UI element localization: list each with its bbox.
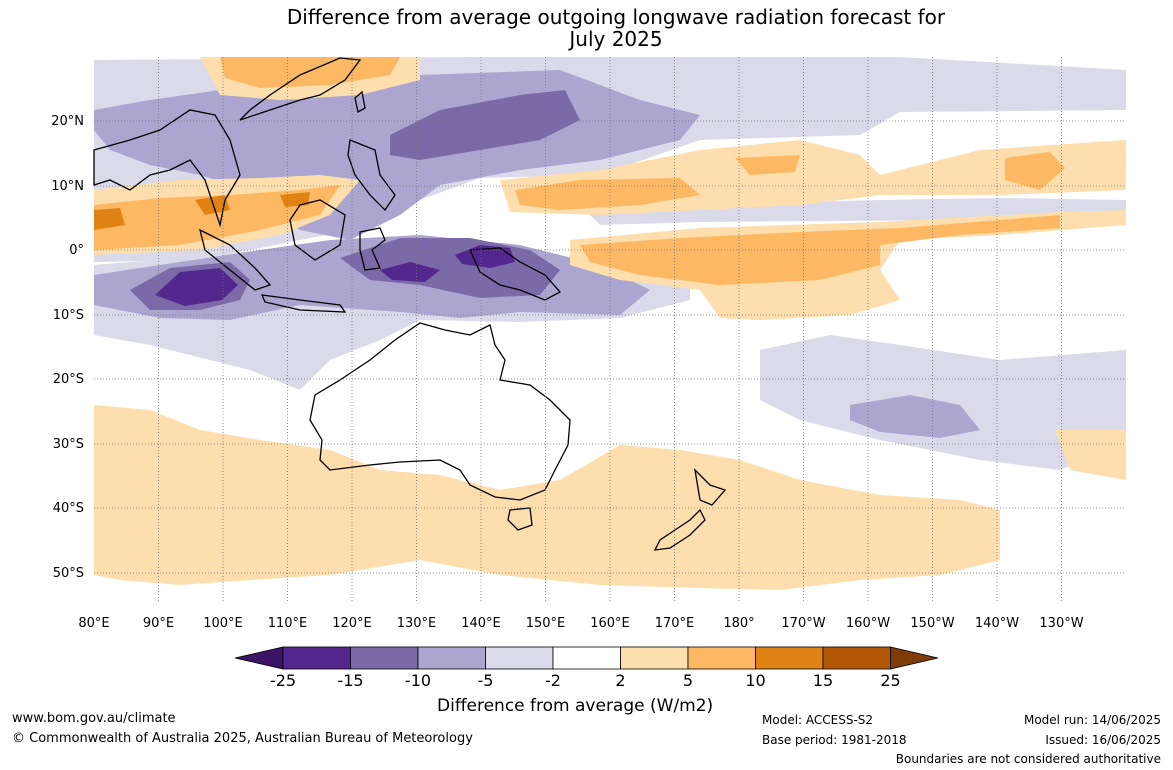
map-gridlines — [94, 57, 1126, 603]
lon-label: 160°E — [590, 616, 630, 631]
australia-coastline — [309, 322, 571, 501]
anomaly-region-orange-hawaii — [1005, 152, 1065, 190]
new-zealand-north-coastline — [694, 468, 727, 506]
longitude-labels: 80°E 90°E 100°E 110°E 120°E 130°E 140°E … — [78, 616, 1083, 631]
sumatra-coastline — [199, 228, 272, 291]
colorbar-tick-label: -15 — [337, 671, 364, 690]
lon-label: 140°E — [461, 616, 501, 631]
colorbar-tick-label: 15 — [812, 671, 834, 690]
anomaly-region-dark-orange-bay-of-bengal — [94, 208, 125, 230]
philippines-coastline — [347, 139, 396, 212]
lat-label: 30°S — [53, 437, 84, 452]
anomaly-region-deep-purple-banda — [380, 262, 440, 282]
lon-label: 110°E — [268, 616, 308, 631]
colorbar-tick-label: -25 — [269, 671, 297, 690]
colorbar-label: Difference from average (W/m2) — [437, 696, 714, 716]
footer-base-period: Base period: 1981-2018 — [762, 733, 907, 747]
colorbar-tick-label: -10 — [404, 671, 432, 690]
colorbar-tick-label: -2 — [545, 671, 561, 690]
colorbar-segment — [485, 646, 554, 670]
colorbar-segment — [620, 646, 689, 670]
lon-label: 120°E — [332, 616, 372, 631]
colorbar-segment — [687, 646, 756, 670]
footer-copyright: © Commonwealth of Australia 2025, Austra… — [12, 731, 473, 746]
lon-label: 150°W — [910, 616, 954, 631]
asia-mainland-coastline — [93, 109, 241, 228]
borneo-coastline — [289, 199, 346, 261]
footer-model-run: Model run: 14/06/2025 — [1023, 713, 1161, 727]
anomaly-region-light-orange-southeast — [1055, 430, 1126, 480]
colorbar-tick-label: 25 — [880, 671, 901, 690]
new-guinea-coastline — [469, 247, 562, 301]
lat-label: 20°N — [51, 114, 84, 129]
colorbar-tick-label: -5 — [477, 671, 494, 690]
java-coastline — [260, 294, 347, 313]
map-canvas: 20°N 10°N 0° 10°S 20°S 30°S 40°S 50°S 80… — [51, 57, 1126, 631]
footer-issued: Issued: 16/06/2025 — [1045, 733, 1161, 747]
taiwan-coastline — [354, 90, 366, 114]
anomaly-region-orange-north-central — [735, 155, 800, 175]
new-zealand-south-coastline — [653, 508, 706, 551]
anomaly-region-purple-southpac — [850, 395, 980, 438]
chart-title-line1: Difference from average outgoing longwav… — [286, 5, 946, 29]
footer-url-link[interactable]: www.bom.gov.au/climate — [12, 711, 176, 726]
coastlines — [93, 57, 727, 551]
indochina-coastline — [239, 57, 362, 121]
anomaly-region-orange-china — [220, 57, 400, 88]
colorbar-high-extend — [890, 646, 939, 670]
colorbar-low-extend — [234, 646, 284, 670]
lon-label: 90°E — [143, 616, 174, 631]
lon-label: 130°W — [1039, 616, 1083, 631]
anomaly-region-deep-purple-indian — [155, 268, 238, 306]
lon-label: 170°E — [655, 616, 695, 631]
footer-boundaries-note: Boundaries are not considered authoritat… — [895, 752, 1161, 766]
anomaly-region-dark-orange-andaman — [195, 195, 230, 215]
colorbar-segment — [350, 646, 419, 670]
colorbar-segment — [822, 646, 891, 670]
lat-label: 40°S — [53, 501, 84, 516]
lat-label: 10°S — [53, 308, 84, 323]
lon-label: 180° — [723, 616, 754, 631]
lon-label: 170°W — [781, 616, 825, 631]
lat-label: 0° — [69, 243, 84, 258]
anomaly-region-orange-north-pacific — [515, 178, 700, 210]
latitude-labels: 20°N 10°N 0° 10°S 20°S 30°S 40°S 50°S — [51, 114, 84, 581]
colorbar-segment — [755, 646, 824, 670]
colorbar-tick-label: 5 — [682, 671, 694, 690]
lat-label: 50°S — [53, 566, 84, 581]
colorbar-segment — [417, 646, 486, 670]
lon-label: 80°E — [78, 616, 109, 631]
colorbar — [234, 646, 939, 670]
lat-label: 10°N — [51, 179, 84, 194]
chart-title-line2: July 2025 — [569, 27, 663, 51]
colorbar-segment — [282, 646, 351, 670]
lon-label: 100°E — [203, 616, 243, 631]
lon-label: 140°W — [975, 616, 1019, 631]
colorbar-tick-label: 10 — [745, 671, 766, 690]
footer-model: Model: ACCESS-S2 — [762, 713, 874, 727]
lon-label: 160°W — [846, 616, 890, 631]
sulawesi-coastline — [359, 227, 386, 271]
anomaly-region-dark-purple-philippine-sea — [390, 90, 580, 160]
lon-label: 130°E — [397, 616, 437, 631]
colorbar-tick-label: 2 — [615, 671, 626, 690]
colorbar-segment — [552, 646, 621, 670]
lon-label: 150°E — [526, 616, 566, 631]
lat-label: 20°S — [53, 372, 84, 387]
